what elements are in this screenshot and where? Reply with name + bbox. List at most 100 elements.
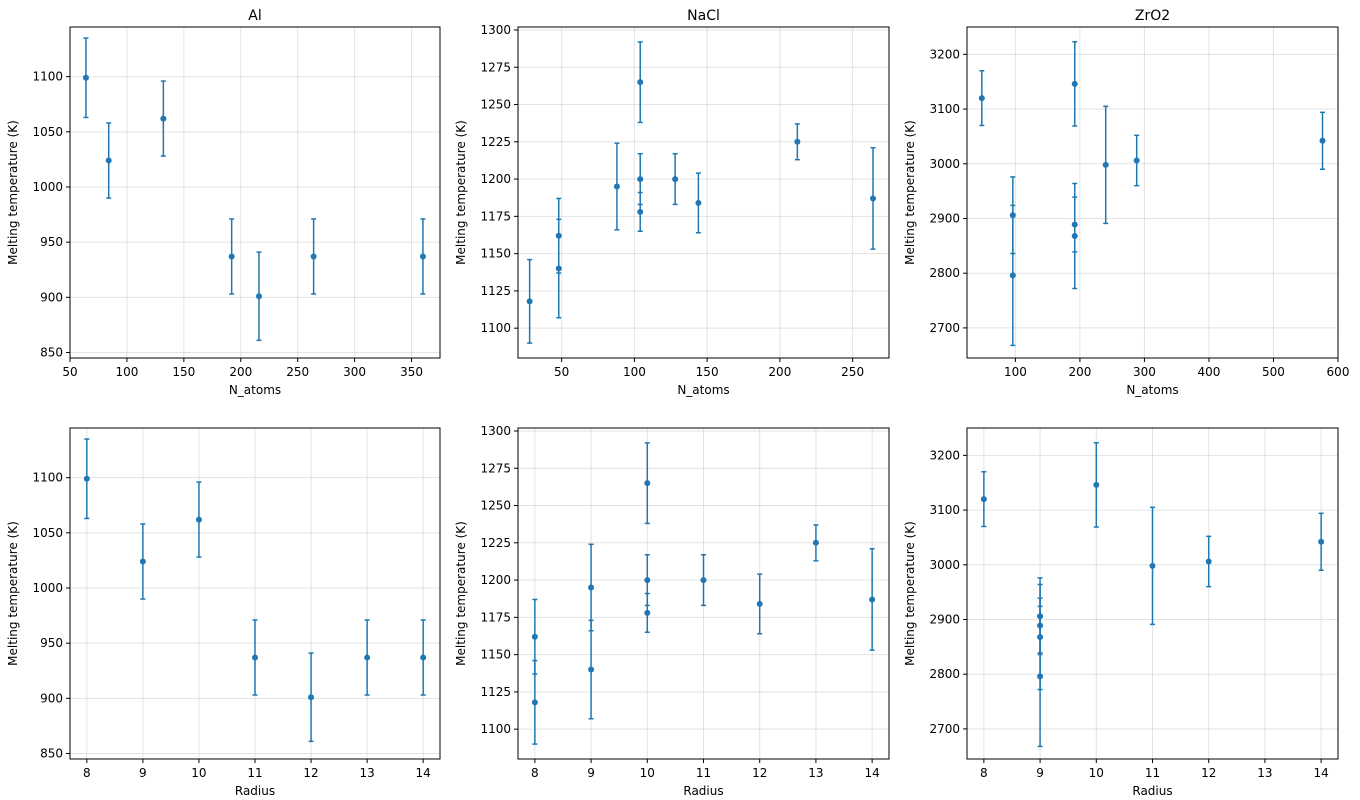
x-tick-label: 13 [359, 766, 374, 780]
x-axis-label: N_atoms [229, 383, 281, 397]
y-tick-label: 950 [40, 636, 63, 650]
x-tick-label: 150 [172, 365, 195, 379]
subplot-5: 8 9 10 11 12 13 14 1100 1125 1150 1175 1200 1225 1250… [454, 424, 890, 798]
data-point [980, 496, 987, 503]
x-tick-label: 50 [62, 365, 77, 379]
data-point [637, 208, 644, 215]
y-axis-label: Melting temperature (K) [903, 521, 917, 666]
y-tick-label: 900 [40, 691, 63, 705]
data-point [978, 95, 985, 102]
x-tick-label: 100 [1004, 365, 1027, 379]
axes-frame [966, 427, 1339, 760]
y-tick-label: 1200 [480, 573, 511, 587]
y-tick-label: 850 [40, 746, 63, 760]
y-tick-label: 1200 [480, 172, 511, 186]
x-tick-label: 250 [841, 365, 864, 379]
y-tick-label: 1100 [32, 70, 63, 84]
data-point [83, 475, 90, 482]
data-point [869, 195, 876, 202]
data-point [308, 694, 315, 701]
x-tick-label: 14 [1313, 766, 1328, 780]
x-axis-label: N_atoms [1126, 383, 1178, 397]
subplot-title: Al [248, 8, 261, 24]
x-tick-label: 9 [139, 766, 147, 780]
subplot-title: ZrO2 [1135, 8, 1170, 24]
y-tick-label: 1175 [480, 610, 511, 624]
x-tick-label: 11 [1145, 766, 1160, 780]
y-tick-label: 1000 [32, 180, 63, 194]
data-point [756, 600, 763, 607]
y-tick-label: 1000 [32, 581, 63, 595]
x-tick-label: 600 [1327, 365, 1350, 379]
x-tick-label: 8 [531, 766, 539, 780]
data-point [531, 699, 538, 706]
data-point [1093, 481, 1100, 488]
data-point [637, 79, 644, 86]
x-tick-label: 9 [587, 766, 595, 780]
x-tick-label: 14 [864, 766, 879, 780]
x-tick-label: 100 [115, 365, 138, 379]
x-tick-label: 300 [1133, 365, 1156, 379]
y-tick-label: 1175 [480, 209, 511, 223]
y-tick-label: 3000 [929, 157, 960, 171]
x-axis-label: Radius [683, 784, 723, 798]
y-tick-label: 2700 [929, 722, 960, 736]
y-axis-label: Melting temperature (K) [454, 120, 468, 265]
y-tick-label: 2900 [929, 612, 960, 626]
y-tick-label: 1275 [480, 461, 511, 475]
x-tick-label: 14 [416, 766, 431, 780]
axes-frame [69, 26, 441, 359]
y-tick-label: 2800 [929, 667, 960, 681]
subplot-2: 50 100 150 200 250 1100 1125 1150 1175 1200 1225 12… [454, 8, 890, 397]
data-point [1149, 562, 1156, 569]
y-tick-label: 3200 [929, 47, 960, 61]
y-tick-label: 1125 [480, 685, 511, 699]
data-point [139, 558, 146, 565]
data-point [105, 157, 112, 164]
data-point [869, 596, 876, 603]
y-tick-label: 1100 [480, 321, 511, 335]
x-tick-label: 11 [696, 766, 711, 780]
y-tick-label: 1150 [480, 247, 511, 261]
axes-frame [69, 427, 441, 760]
x-tick-label: 12 [1201, 766, 1216, 780]
data-point [1071, 232, 1078, 239]
y-tick-label: 1150 [480, 648, 511, 662]
data-point [588, 666, 595, 673]
y-tick-label: 1300 [480, 424, 511, 438]
x-tick-label: 13 [1257, 766, 1272, 780]
y-tick-label: 1100 [32, 471, 63, 485]
x-tick-label: 8 [83, 766, 91, 780]
y-tick-label: 3000 [929, 558, 960, 572]
y-tick-label: 3100 [929, 503, 960, 517]
y-tick-label: 1050 [32, 526, 63, 540]
y-axis-label: Melting temperature (K) [6, 120, 20, 265]
axes-frame [966, 26, 1339, 359]
data-point [195, 516, 202, 523]
x-tick-label: 8 [980, 766, 988, 780]
data-point [672, 176, 679, 183]
y-tick-label: 1125 [480, 284, 511, 298]
data-point [1009, 272, 1016, 279]
y-tick-label: 1050 [32, 125, 63, 139]
data-point [531, 633, 538, 640]
data-point [420, 654, 427, 661]
y-axis-label: Melting temperature (K) [454, 521, 468, 666]
x-tick-label: 10 [191, 766, 206, 780]
data-point [644, 480, 651, 487]
y-tick-label: 950 [40, 235, 63, 249]
data-point [695, 199, 702, 206]
x-axis-label: N_atoms [677, 383, 729, 397]
data-point [419, 253, 426, 260]
axes-frame [517, 26, 890, 359]
subplot-1: 50 100 150 200 250 300 350 850 900 950 1000 1050 110… [6, 8, 441, 397]
x-tick-label: 200 [1068, 365, 1091, 379]
y-tick-label: 2900 [929, 211, 960, 225]
data-point [1071, 80, 1078, 87]
data-point [700, 577, 707, 584]
y-tick-label: 3200 [929, 448, 960, 462]
data-point [1205, 558, 1212, 565]
x-axis-label: Radius [1132, 784, 1172, 798]
y-tick-label: 1250 [480, 499, 511, 513]
